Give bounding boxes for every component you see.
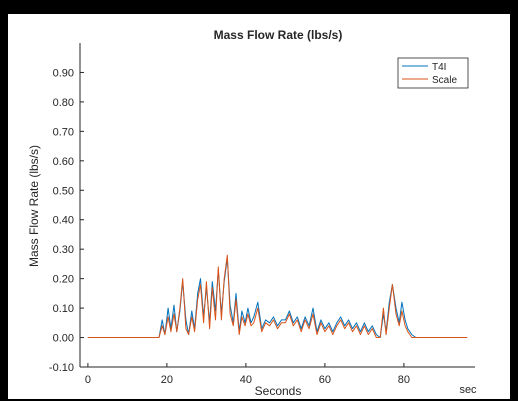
chart-title: Mass Flow Rate (lbs/s) bbox=[214, 28, 343, 42]
x-axis-ticks: 0 20 40 60 80 bbox=[85, 363, 410, 386]
series-line-t4i bbox=[87, 257, 468, 338]
legend: T4I Scale bbox=[397, 57, 469, 89]
y-tick-label: 0.60 bbox=[53, 156, 74, 168]
legend-label-scale: Scale bbox=[432, 75, 457, 86]
y-tick-label: 0.10 bbox=[53, 303, 74, 315]
y-tick-label: 0.00 bbox=[53, 333, 74, 345]
x-tick-label: 60 bbox=[319, 374, 331, 386]
y-axis-label: Mass Flow Rate (lbs/s) bbox=[27, 145, 41, 267]
x-axis-label: Seconds bbox=[255, 384, 302, 398]
y-tick-label: 0.80 bbox=[53, 97, 74, 109]
y-tick-label: 0.50 bbox=[53, 185, 74, 197]
y-tick-label: 0.40 bbox=[53, 215, 74, 227]
x-tick-label: 20 bbox=[161, 374, 173, 386]
series-group bbox=[87, 254, 468, 338]
x-axis-unit-label: sec bbox=[459, 384, 477, 396]
y-tick-label: -0.10 bbox=[49, 362, 74, 374]
series-line-scale bbox=[87, 254, 468, 338]
x-tick-label: 0 bbox=[85, 374, 91, 386]
x-tick-label: 80 bbox=[398, 374, 410, 386]
y-tick-label: 0.20 bbox=[53, 274, 74, 286]
legend-box bbox=[397, 57, 469, 89]
y-tick-label: 0.70 bbox=[53, 126, 74, 138]
y-axis-ticks: -0.10 0.00 0.10 0.20 0.30 0.40 0.50 0.60 0.70 0.8… bbox=[49, 67, 84, 374]
figure-panel: Mass Flow Rate (lbs/s) -0.10 0.00 0.10 0.20… bbox=[8, 14, 510, 399]
mass-flow-chart: Mass Flow Rate (lbs/s) -0.10 0.00 0.10 0.20… bbox=[27, 28, 477, 398]
legend-label-t4i: T4I bbox=[432, 62, 446, 73]
y-tick-label: 0.90 bbox=[53, 67, 74, 79]
x-tick-label: 40 bbox=[240, 374, 252, 386]
y-tick-label: 0.30 bbox=[53, 244, 74, 256]
